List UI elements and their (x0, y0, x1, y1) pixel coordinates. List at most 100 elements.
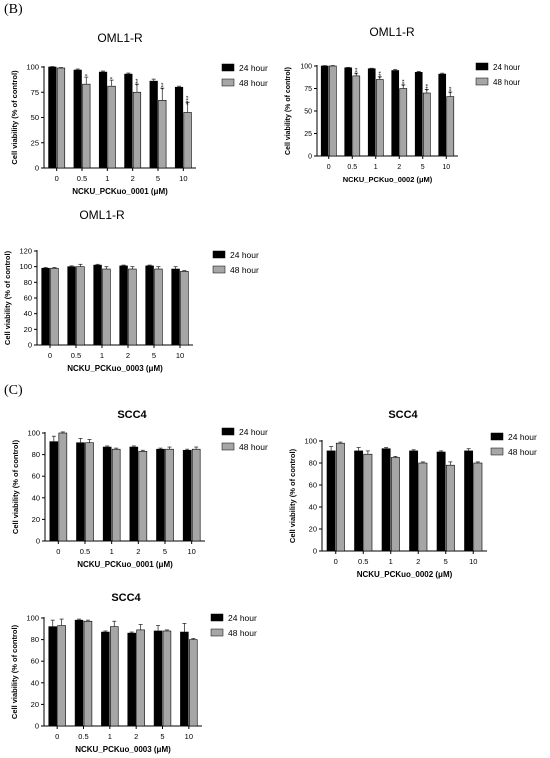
bar-24h (48, 626, 57, 727)
x-tick-label: 5 (163, 547, 167, 556)
bar-24h (93, 264, 102, 346)
panel-label-b: (B) (4, 2, 23, 17)
bar-24h (74, 619, 84, 727)
bar-48h (165, 448, 174, 542)
x-tick-label: 2 (126, 351, 130, 360)
legend-swatch-24h (210, 613, 224, 622)
bar-24h (102, 446, 112, 542)
legend-swatch-24h (221, 427, 235, 436)
bar-24h (344, 67, 353, 157)
bar-48h (328, 65, 337, 157)
bar-48h (132, 91, 142, 169)
bar-24h (129, 446, 139, 542)
legend-swatch-48h (221, 442, 235, 451)
bar-24h (409, 450, 419, 552)
y-tick-label: 100 (26, 614, 39, 623)
bar-24h (438, 73, 447, 157)
bar-24h (49, 441, 59, 542)
bar-48h (136, 629, 145, 727)
y-tick-label: 40 (31, 678, 39, 687)
legend-swatch-24h (221, 63, 235, 72)
legend-label: 24 hour (230, 250, 259, 260)
x-tick-label: 0.5 (78, 732, 88, 741)
bar-24h (73, 69, 82, 169)
bar-48h (83, 620, 93, 727)
y-tick-label: 20 (309, 525, 317, 534)
bar-48h (183, 112, 192, 169)
bar-24h (41, 267, 50, 346)
bar-48h (162, 630, 172, 727)
y-tick-label: 100 (27, 429, 40, 438)
y-tick-label: 120 (19, 247, 32, 256)
x-tick-label: 0 (334, 557, 338, 566)
bar-48h (399, 88, 408, 157)
chart-title: OML1-R (79, 208, 125, 222)
bar-48h (418, 462, 428, 552)
legend-label: 48 hour (493, 78, 520, 87)
significance-mark: *** (402, 79, 408, 87)
bar-48h (390, 457, 400, 552)
x-axis-label: NCKU_PCKuo_0002 (μM) (343, 175, 433, 184)
x-tick-label: 1 (110, 547, 114, 556)
bar-48h (102, 268, 111, 346)
legend-label: 48 hour (228, 628, 257, 638)
y-tick-label: 25 (304, 131, 312, 138)
y-axis-label: Cell viability (% of control) (11, 439, 20, 534)
y-tick-label: 20 (24, 325, 32, 334)
bar-48h (128, 268, 137, 346)
bar-24h (414, 72, 423, 157)
significance-mark: *** (355, 67, 361, 75)
bar-48h (473, 462, 483, 552)
y-tick-label: 0 (35, 164, 39, 173)
legend-swatch-24h (212, 250, 226, 259)
legend-swatch-48h (490, 447, 504, 456)
x-tick-label: 1 (100, 351, 104, 360)
significance-mark: *** (161, 82, 167, 90)
y-tick-label: 25 (31, 138, 39, 147)
y-tick-label: 40 (309, 503, 317, 512)
x-axis-label: NCKU_PCKuo_0003 (μM) (67, 364, 163, 373)
chart-title: SCC4 (117, 409, 147, 421)
significance-mark: *** (136, 78, 142, 86)
significance-mark: * (85, 73, 91, 76)
bar-48h (85, 442, 94, 542)
bar-24h (145, 265, 154, 346)
bar-24h (391, 70, 400, 157)
legend-label: 24 hour (239, 63, 268, 73)
x-tick-label: 0 (327, 164, 331, 171)
bar-48h (375, 79, 384, 157)
bar-24h (180, 631, 189, 727)
y-tick-label: 100 (19, 262, 32, 271)
legend-swatch-48h (475, 77, 489, 86)
bar-48h (138, 451, 148, 542)
bar-24h (149, 80, 158, 169)
bar-48h (352, 75, 361, 157)
y-tick-label: 60 (24, 294, 32, 303)
y-axis-label: Cell viability (% of control) (285, 67, 292, 155)
legend-label: 48 hour (230, 265, 259, 275)
y-tick-label: 60 (32, 472, 40, 481)
bar-24h (464, 450, 474, 552)
y-tick-label: 0 (313, 547, 317, 556)
x-tick-label: 10 (442, 164, 450, 171)
legend-swatch-24h (475, 62, 489, 71)
bar-48h (76, 266, 85, 346)
bar-24h (367, 68, 376, 157)
y-tick-label: 40 (24, 309, 32, 318)
y-tick-label: 80 (32, 450, 40, 459)
x-tick-label: 10 (187, 547, 195, 556)
bar-48h (82, 83, 91, 169)
x-tick-label: 5 (156, 174, 160, 183)
x-axis-label: NCKU_PCKuo_0001 (μM) (72, 187, 168, 196)
bar-24h (354, 450, 364, 552)
y-axis-label: Cell viability (% of control) (288, 448, 297, 543)
legend-label: 48 hour (508, 447, 537, 457)
x-tick-label: 10 (179, 174, 187, 183)
x-tick-label: 2 (416, 557, 420, 566)
bar-48h (446, 96, 455, 157)
bar-24h (436, 451, 446, 552)
bar-24h (326, 450, 336, 552)
y-tick-label: 80 (309, 459, 317, 468)
bar-48h (363, 453, 373, 552)
